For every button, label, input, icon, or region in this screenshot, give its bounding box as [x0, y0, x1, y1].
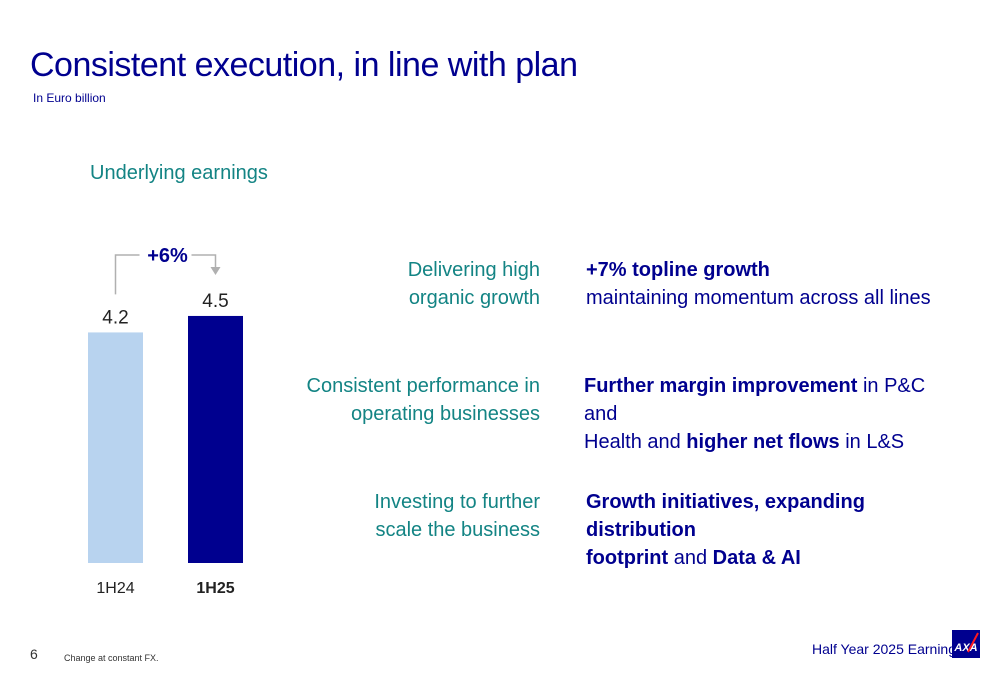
- row-label-line: operating businesses: [350, 403, 540, 425]
- growth-annotation: +6%: [147, 245, 188, 267]
- row-label-line: organic growth: [408, 287, 540, 309]
- row-text-line: Further margin improvement in P&C and: [584, 372, 964, 428]
- page-number: 6: [30, 646, 38, 662]
- body-text: and: [668, 547, 713, 569]
- logo-text: AXA: [953, 642, 977, 654]
- row-text-line: Health and higher net flows in L&S: [584, 428, 964, 456]
- row-label-line: scale the business: [375, 519, 540, 541]
- page-subtitle: In Euro billion: [33, 91, 106, 105]
- highlight-text: Growth initiatives, expanding distributi…: [586, 491, 865, 541]
- body-text: in L&S: [839, 431, 905, 453]
- row-label-scale-business: Investing to further scale the business: [280, 488, 540, 544]
- footer-label: Half Year 2025 Earnings: [812, 641, 963, 657]
- row-label-organic-growth: Delivering high organic growth: [280, 256, 540, 312]
- bar-1h24: [88, 332, 143, 563]
- chart-title: Underlying earnings: [90, 162, 268, 184]
- highlight-text: footprint: [586, 547, 669, 569]
- bar-1h25: [188, 315, 243, 563]
- category-label: 1H24: [96, 580, 134, 597]
- row-text-scale-business: Growth initiatives, expanding distributi…: [586, 488, 966, 572]
- highlight-text: Further margin improvement: [584, 375, 858, 397]
- body-text: Health and: [584, 431, 687, 453]
- highlight-text: Data & AI: [712, 547, 801, 569]
- growth-connector-right: [191, 254, 217, 269]
- footnote: Change at constant FX.: [64, 653, 159, 663]
- highlight-text: higher net flows: [686, 431, 840, 453]
- row-label-line: Consistent performance in: [306, 375, 540, 397]
- growth-arrow-icon: [210, 267, 221, 275]
- row-text-organic-growth: +7% topline growth maintaining momentum …: [586, 256, 966, 312]
- body-text: maintaining momentum across all lines: [586, 287, 931, 309]
- underlying-earnings-chart: 4.2 1H24 4.5 1H25 +6%: [88, 245, 243, 597]
- axa-logo: AXA: [952, 630, 980, 658]
- row-label-operating-performance: Consistent performance in operating busi…: [280, 372, 540, 428]
- category-label: 1H25: [196, 580, 234, 597]
- value-label: 4.5: [202, 291, 228, 312]
- row-text-line: Growth initiatives, expanding distributi…: [586, 488, 966, 544]
- row-text-operating-performance: Further margin improvement in P&C and He…: [584, 372, 964, 456]
- row-label-line: Investing to further: [374, 491, 540, 513]
- row-text-line: +7% topline growth: [586, 256, 966, 284]
- growth-connector-left: [114, 254, 140, 295]
- row-label-line: Delivering high: [407, 259, 540, 281]
- page-title: Consistent execution, in line with plan: [30, 46, 578, 84]
- highlight-text: +7% topline growth: [586, 259, 770, 281]
- row-text-line: footprint and Data & AI: [586, 544, 966, 572]
- value-label: 4.2: [102, 307, 128, 328]
- body-text: in P&C and: [584, 375, 926, 425]
- row-text-line: maintaining momentum across all lines: [586, 284, 966, 312]
